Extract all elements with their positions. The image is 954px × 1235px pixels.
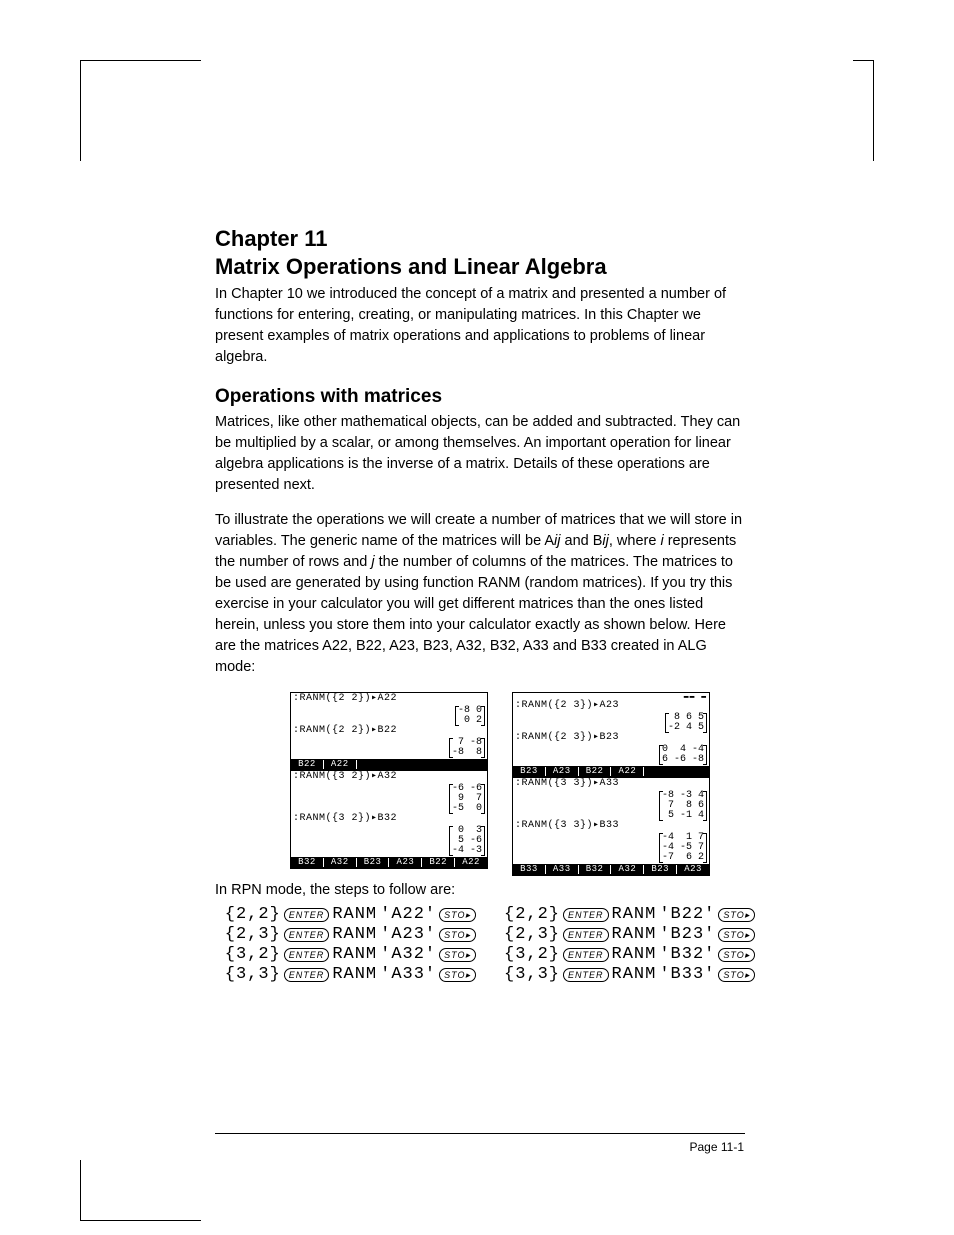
enter-key-icon: ENTER [284,968,330,982]
sto-key-icon: STO▸ [439,948,476,962]
rpn-step: {3,3}ENTER RANM 'B33'STO▸ [504,965,755,984]
crop-mark-top-left [80,60,201,161]
sto-key-icon: STO▸ [439,928,476,942]
rpn-step: {2,3}ENTER RANM 'B23'STO▸ [504,925,755,944]
screen-col-left: :RANM({2 2})▸A22 -8 0 0 2 :RANM({2 2})▸B… [290,692,488,876]
rpn-step: {2,2}ENTER RANM 'A22'STO▸ [225,905,476,924]
chapter-number: Chapter 11 [215,226,328,251]
chapter-title: Matrix Operations and Linear Algebra [215,254,607,279]
lcd-screen-3: :RANM({3 2})▸A32 -6 -6 9 7 -5 0 :RANM({3… [290,771,488,869]
enter-key-icon: ENTER [563,968,609,982]
sto-key-icon: STO▸ [718,928,755,942]
crop-mark-top-right [853,60,874,161]
softkeys-1: B22A22 [291,759,487,770]
page: Chapter 11 Matrix Operations and Linear … [0,0,954,1235]
sto-key-icon: STO▸ [718,968,755,982]
paragraph-2: Matrices, like other mathematical object… [215,412,745,496]
softkeys-2: B23A23B22A22 [513,766,709,777]
enter-key-icon: ENTER [563,928,609,942]
paragraph-3: To illustrate the operations we will cre… [215,510,745,678]
sto-key-icon: STO▸ [718,948,755,962]
rpn-col-b: {2,2}ENTER RANM 'B22'STO▸{2,3}ENTER RANM… [504,905,755,984]
lcd-screen-4: :RANM({3 3})▸A33 -8 -3 4 7 8 6 5 -1 4 :R… [512,778,710,876]
lcd-screen-1: :RANM({2 2})▸A22 -8 0 0 2 :RANM({2 2})▸B… [290,692,488,771]
sto-key-icon: STO▸ [439,968,476,982]
sto-key-icon: STO▸ [439,908,476,922]
crop-mark-bottom-left [80,1160,201,1221]
footer-rule [215,1133,745,1134]
enter-key-icon: ENTER [563,908,609,922]
rpn-step: {3,3}ENTER RANM 'A33'STO▸ [225,965,476,984]
rpn-intro: In RPN mode, the steps to follow are: [215,880,745,901]
enter-key-icon: ENTER [563,948,609,962]
lcd-screen-2: ▬▬ ▬ :RANM({2 3})▸A23 8 6 5 -2 4 5 :RANM… [512,692,710,778]
rpn-steps: {2,2}ENTER RANM 'A22'STO▸{2,3}ENTER RANM… [235,905,745,984]
softkeys-3: B32A32B23A23B22A22 [291,857,487,868]
page-number: Page 11-1 [690,1140,745,1154]
rpn-step: {3,2}ENTER RANM 'B32'STO▸ [504,945,755,964]
enter-key-icon: ENTER [284,948,330,962]
rpn-step: {2,3}ENTER RANM 'A23'STO▸ [225,925,476,944]
sto-key-icon: STO▸ [718,908,755,922]
rpn-step: {3,2}ENTER RANM 'A32'STO▸ [225,945,476,964]
rpn-step: {2,2}ENTER RANM 'B22'STO▸ [504,905,755,924]
screen-col-right: ▬▬ ▬ :RANM({2 3})▸A23 8 6 5 -2 4 5 :RANM… [512,692,710,876]
content-area: Chapter 11 Matrix Operations and Linear … [215,225,745,984]
intro-paragraph: In Chapter 10 we introduced the concept … [215,284,745,368]
chapter-heading: Chapter 11 Matrix Operations and Linear … [215,225,745,280]
enter-key-icon: ENTER [284,928,330,942]
rpn-col-a: {2,2}ENTER RANM 'A22'STO▸{2,3}ENTER RANM… [225,905,476,984]
enter-key-icon: ENTER [284,908,330,922]
section-heading: Operations with matrices [215,386,745,408]
alg-screenshots: :RANM({2 2})▸A22 -8 0 0 2 :RANM({2 2})▸B… [255,692,745,876]
softkeys-4: B33A33B32A32B23A23 [513,864,709,875]
